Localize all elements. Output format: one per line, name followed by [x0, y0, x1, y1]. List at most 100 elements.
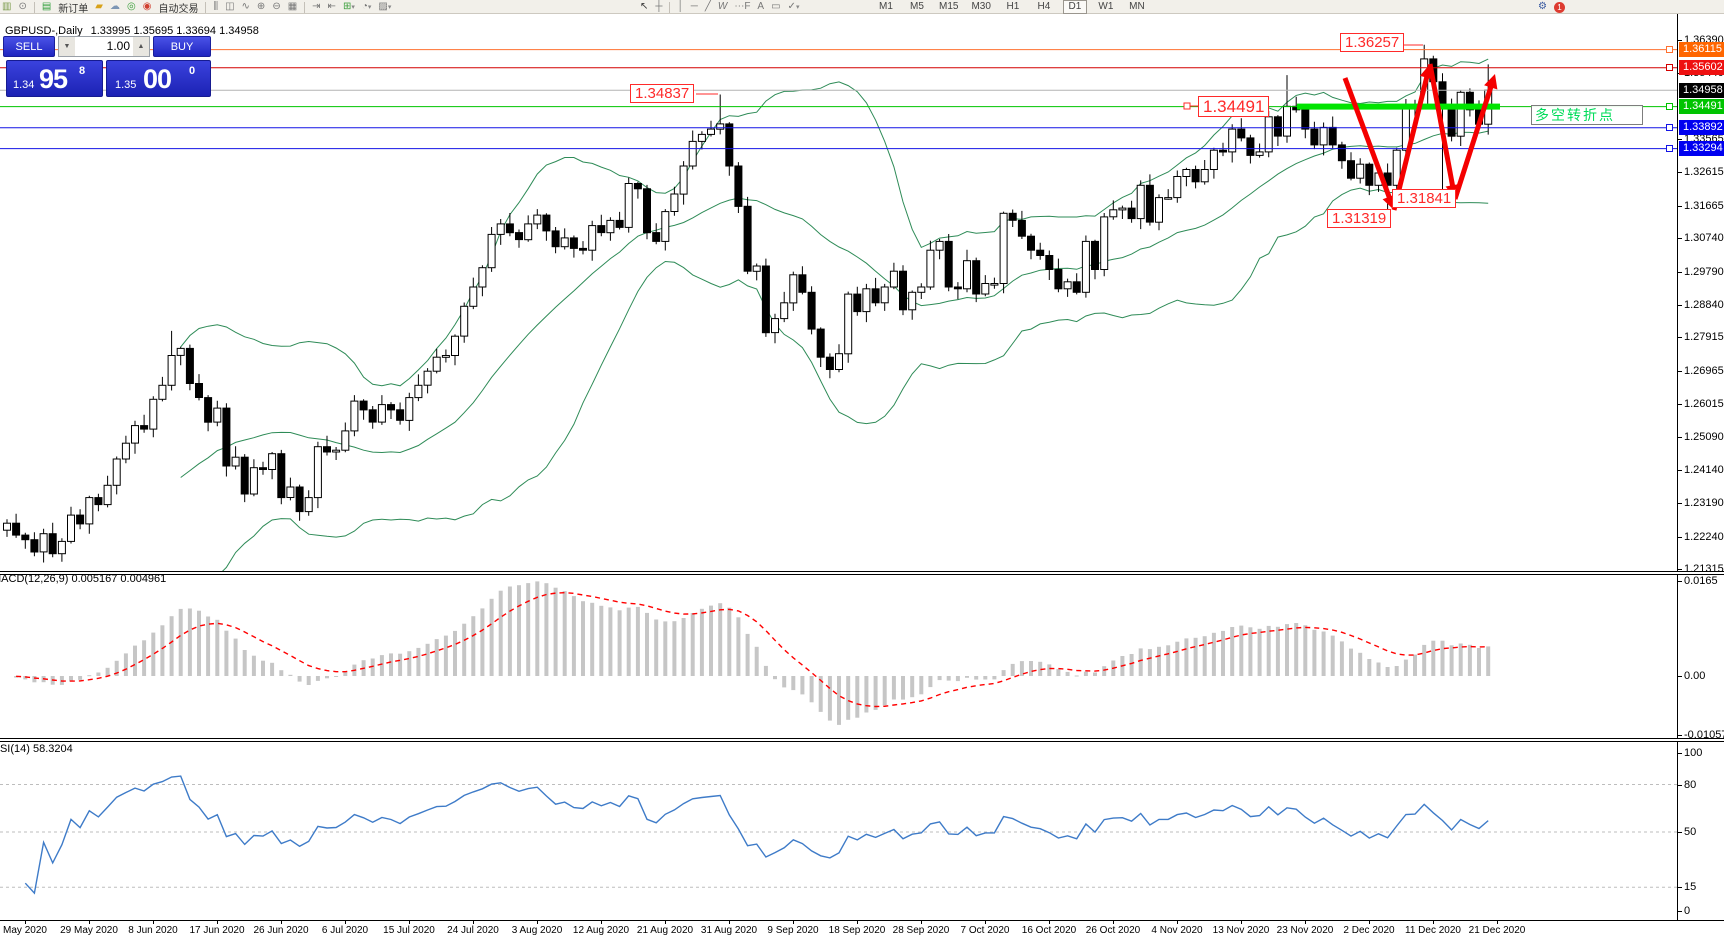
magnifier-icon[interactable]: ⊙: [18, 1, 27, 12]
zoom-in-icon[interactable]: ⊕: [256, 1, 266, 12]
zoom-out-icon[interactable]: ⊖: [272, 1, 281, 12]
line-handle[interactable]: [1666, 64, 1673, 71]
new-chart-icon[interactable]: ⊞▾: [342, 0, 355, 12]
vertical-line-icon[interactable]: │: [677, 1, 684, 12]
price-tick-mark: [1677, 537, 1682, 538]
buy-price-tile[interactable]: 1.35 00 0: [106, 60, 211, 97]
buy-price-pip: 0: [189, 65, 196, 77]
tile-windows-icon[interactable]: ▦: [287, 1, 298, 12]
cursor-icon[interactable]: ↖: [640, 1, 649, 12]
timeframe-button-m15[interactable]: M15: [939, 1, 959, 12]
date-label: 4 Nov 2020: [1151, 925, 1203, 936]
new-order-button[interactable]: 新订单: [58, 3, 89, 15]
toolbar-separator: [33, 1, 35, 13]
sell-button[interactable]: SELL: [3, 36, 55, 57]
price-tick-mark: [1677, 470, 1682, 471]
wrench-icon[interactable]: ⚙: [1538, 1, 1547, 12]
toolbar-separator: [205, 1, 207, 13]
horizontal-line-icon[interactable]: ─: [690, 1, 698, 12]
cloud-icon[interactable]: ☁: [110, 1, 120, 12]
date-tick-mark: [793, 920, 794, 924]
chart-window-icon[interactable]: ▥: [2, 1, 12, 12]
price-tick-mark: [1677, 503, 1682, 504]
line-handle[interactable]: [1666, 124, 1673, 131]
fibonacci-icon[interactable]: ⋯F: [734, 1, 751, 12]
template-icon[interactable]: ▨▾: [378, 0, 392, 12]
sell-price-prefix: 1.34: [13, 79, 35, 91]
timeframe-button-d1[interactable]: D1: [1062, 0, 1087, 14]
macd-panel-divider[interactable]: [0, 571, 1724, 575]
price-annotation-label[interactable]: 1.31841: [1392, 189, 1457, 208]
timeframe-button-mn[interactable]: MN: [1129, 1, 1145, 12]
label-icon[interactable]: ▭: [771, 1, 781, 12]
buy-price-main: 00: [143, 64, 172, 94]
price-tick-mark: [1677, 371, 1682, 372]
bar-chart-icon[interactable]: ⫼: [213, 1, 219, 12]
toolbar-separator: [669, 1, 671, 13]
macd-tick-mark: [1677, 735, 1682, 736]
volume-input[interactable]: 1.00: [106, 39, 130, 53]
price-annotation-label[interactable]: 1.31319: [1327, 209, 1392, 228]
timeframe-button-m30[interactable]: M30: [971, 1, 991, 12]
price-tick-mark: [1677, 569, 1682, 570]
date-tick-mark: [345, 920, 346, 924]
text-icon[interactable]: A: [757, 1, 765, 12]
rsi-tick-label: 100: [1684, 747, 1703, 759]
channel-icon[interactable]: W: [717, 1, 728, 12]
line-handle[interactable]: [1666, 145, 1673, 152]
rsi-tick-mark: [1677, 785, 1682, 786]
buy-button[interactable]: BUY: [153, 36, 211, 57]
shapes-icon[interactable]: ✓▾: [787, 0, 800, 12]
timeframe-button-m5[interactable]: M5: [910, 1, 924, 12]
crosshair-icon[interactable]: ┼: [655, 1, 663, 12]
date-label: 6 Jul 2020: [321, 925, 369, 936]
line-handle[interactable]: [1666, 103, 1673, 110]
line-chart-icon[interactable]: ∿: [241, 1, 250, 12]
turning-point-note[interactable]: 多空转折点: [1531, 105, 1643, 125]
trendline-icon[interactable]: ╱: [704, 1, 711, 12]
price-tick-mark: [1677, 404, 1682, 405]
line-handle[interactable]: [1666, 46, 1673, 53]
gold-icon[interactable]: ▰: [95, 1, 103, 12]
sell-price-tile[interactable]: 1.34 95 8: [6, 60, 103, 97]
date-label: 8 Jun 2020: [128, 925, 178, 936]
price-annotation-label[interactable]: 1.34837: [630, 84, 695, 103]
new-order-doc-icon[interactable]: ▤: [41, 1, 52, 12]
price-annotation-label[interactable]: 1.34491: [1198, 96, 1270, 117]
price-badge: 1.35602: [1679, 60, 1724, 75]
alert-balloon-icon[interactable]: 1: [1553, 1, 1565, 13]
price-tick-label: 1.26965: [1684, 365, 1724, 377]
timeframe-button-h4[interactable]: H4: [1037, 1, 1051, 12]
timeframe-button-h1[interactable]: H1: [1006, 1, 1020, 12]
label-connectors: [696, 44, 1423, 110]
timeframe-button-m1[interactable]: M1: [879, 1, 893, 12]
auto-trading-button[interactable]: 自动交易: [158, 3, 199, 15]
volume-increase-button[interactable]: ▲: [133, 37, 149, 56]
date-label: 9 Sep 2020: [767, 925, 819, 936]
support-zone-bar[interactable]: [1297, 103, 1500, 110]
volume-decrease-button[interactable]: ▼: [59, 37, 75, 56]
buy-price-prefix: 1.35: [115, 79, 137, 91]
period-icon[interactable]: ◔▾: [361, 0, 372, 12]
date-label: 28 Sep 2020: [892, 925, 950, 936]
date-tick-mark: [921, 920, 922, 924]
candlestick-chart-icon[interactable]: ◫: [225, 1, 235, 12]
timeframe-button-w1[interactable]: W1: [1098, 1, 1114, 12]
signal-icon[interactable]: ◎: [127, 1, 136, 12]
price-annotation-label[interactable]: 1.36257: [1340, 33, 1405, 52]
auto-scroll-icon[interactable]: ⇤: [327, 1, 336, 12]
price-badge: 1.33294: [1679, 141, 1724, 156]
rsi-gridlines: [0, 784, 1677, 888]
price-tick-mark: [1677, 40, 1682, 41]
rsi-panel-divider[interactable]: [0, 738, 1724, 742]
date-label: 31 Aug 2020: [700, 925, 758, 936]
price-badge: 1.34958: [1679, 83, 1724, 98]
date-label: 24 Jul 2020: [447, 925, 499, 936]
zigzag-arrows[interactable]: [1342, 63, 1498, 211]
megaphone-icon[interactable]: ◉: [142, 1, 152, 12]
price-tick-label: 1.31665: [1684, 200, 1724, 212]
horizontal-level-lines[interactable]: [0, 49, 1677, 150]
price-tick-label: 1.25090: [1684, 431, 1724, 443]
chart-shift-icon[interactable]: ⇥: [312, 1, 321, 12]
